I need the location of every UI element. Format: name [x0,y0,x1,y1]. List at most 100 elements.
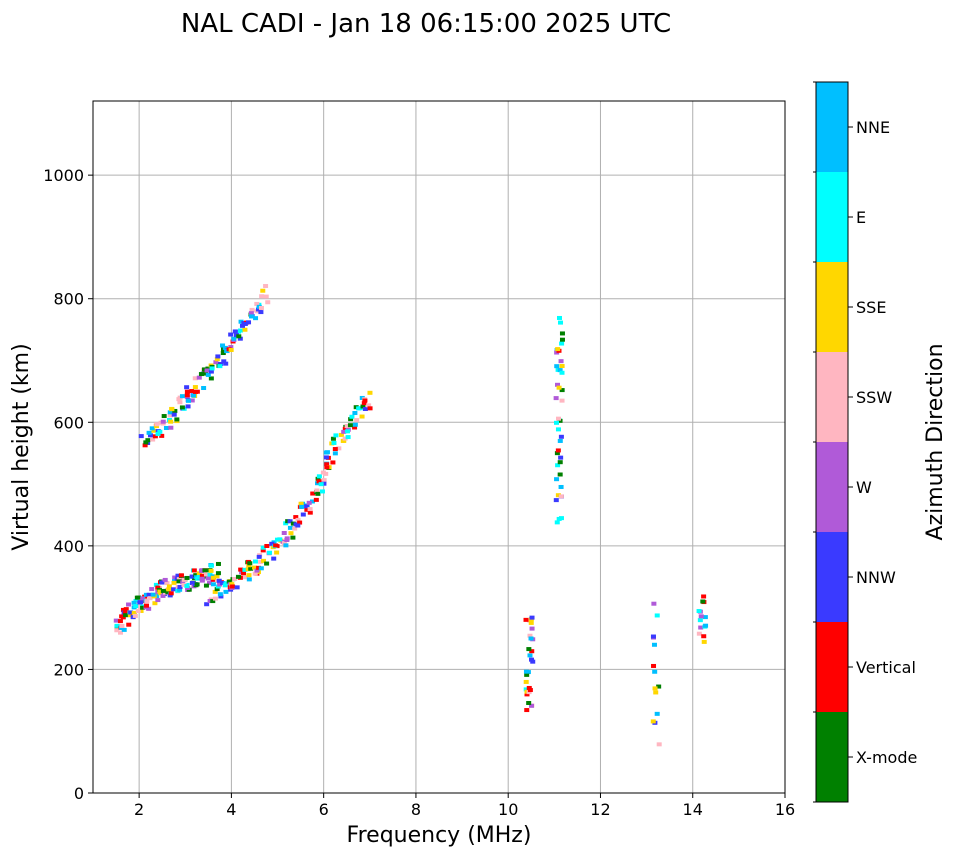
data-mark [650,719,656,724]
data-mark [222,583,228,588]
data-mark [362,407,368,412]
data-mark [239,323,245,328]
data-mark [321,478,327,483]
data-mark [146,430,152,435]
data-mark [175,573,181,578]
data-mark [135,608,141,613]
data-mark [555,463,561,468]
data-mark [231,336,237,341]
data-mark [559,337,565,342]
data-mark [558,320,564,325]
data-mark [165,590,171,595]
data-mark [237,336,243,341]
data-mark [528,636,534,641]
data-mark [360,404,366,409]
data-mark [154,594,160,599]
data-mark [199,576,205,581]
data-mark [304,507,310,512]
data-mark [288,531,294,536]
data-mark [208,369,214,374]
data-mark [217,592,223,597]
data-mark [122,610,128,615]
data-mark [333,433,339,438]
data-mark [348,417,354,422]
data-mark [314,488,320,493]
data-mark [352,411,358,416]
data-mark [120,607,126,612]
data-mark [138,434,144,439]
data-mark [315,476,321,481]
data-mark [241,571,247,576]
data-mark [189,574,195,579]
data-mark [204,368,210,373]
data-mark [168,419,174,424]
x-tick-label: 6 [319,800,329,819]
data-mark [181,577,187,582]
data-mark [253,316,259,321]
y-tick-label: 1000 [43,166,84,185]
data-mark [167,413,173,418]
data-mark [208,568,214,573]
data-mark [246,577,252,582]
data-mark [313,497,319,502]
data-mark [260,548,266,553]
data-mark [204,602,210,607]
data-mark [160,588,166,593]
data-mark [336,446,342,451]
data-mark [196,571,202,576]
data-mark [191,568,197,573]
data-mark [194,582,200,587]
data-mark [209,366,215,371]
data-mark [150,592,156,597]
data-mark [189,398,195,403]
data-mark [159,580,165,585]
data-mark [163,426,169,431]
data-mark [189,389,195,394]
data-mark [265,300,271,305]
data-mark [558,359,564,364]
data-mark [169,406,175,411]
data-mark [651,663,657,668]
data-mark [171,580,177,585]
data-mark [554,364,560,369]
data-mark [554,451,560,456]
data-mark [191,393,197,398]
data-mark [202,568,208,573]
data-mark [166,587,172,592]
data-mark [238,319,244,324]
data-mark [318,482,324,487]
data-mark [246,320,252,325]
data-mark [138,608,144,613]
data-mark [214,587,220,592]
data-mark [555,493,561,498]
data-mark [162,577,168,582]
data-mark [324,462,330,467]
data-mark [656,684,662,689]
data-mark [179,405,185,410]
data-mark [210,599,216,604]
data-mark [293,515,299,520]
data-mark [524,692,530,697]
data-mark [349,414,355,419]
data-mark [192,376,198,381]
data-mark [653,690,659,695]
data-mark [210,582,216,587]
data-mark [367,406,373,411]
data-mark [652,686,658,691]
data-mark [526,690,532,695]
data-mark [178,573,184,578]
data-mark [321,481,327,486]
data-mark [559,364,565,369]
data-mark [228,332,234,337]
data-mark [146,592,152,597]
data-mark [248,311,254,316]
data-mark [207,599,213,604]
data-mark [144,603,150,608]
data-mark [184,389,190,394]
data-mark [558,484,564,489]
data-mark [295,517,301,522]
data-mark [292,526,298,531]
data-mark [155,598,161,603]
colorbar-title: Azimuth Direction [923,343,948,540]
data-mark [359,414,365,419]
